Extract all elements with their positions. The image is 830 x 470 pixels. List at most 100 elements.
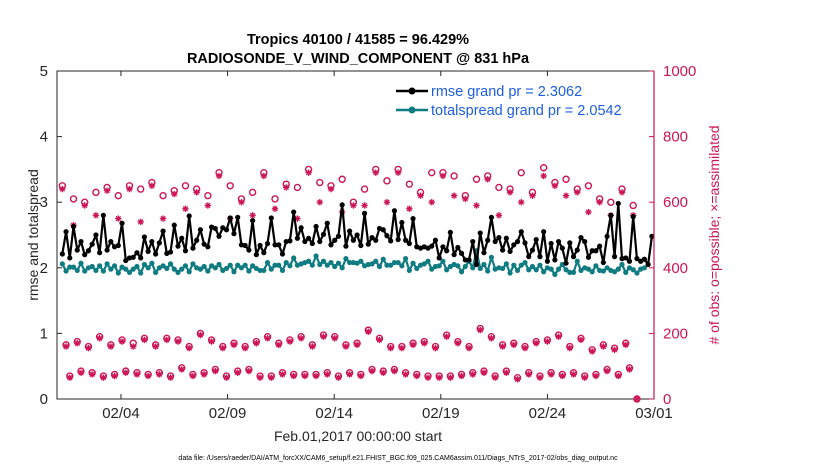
obs-possible-point [204,191,212,200]
chart-title-line1: Tropics 40100 / 41585 = 96.429% [247,32,469,48]
spread-point [145,265,151,271]
obs-assimilated-point [398,344,406,352]
obs-assimilated-point [305,169,312,176]
spread-point [227,262,233,268]
x-tick-label: 02/09 [209,405,247,422]
obs-assimilated-point [529,192,536,199]
spread-point [518,262,524,268]
obs-assimilated-point [156,371,163,378]
obs-assimilated-point [342,343,350,350]
x-tick-label: 02/19 [422,405,460,422]
obs-assimilated-point [96,335,103,342]
obs-assimilated-point [521,344,529,352]
spread-point [358,258,364,264]
obs-assimilated-point [387,344,394,352]
obs-possible-point [472,175,481,183]
obs-possible-point [607,198,615,206]
rmse-point [440,244,446,250]
spread-point [604,265,610,271]
spread-point [388,262,394,268]
obs-assimilated-point [312,372,320,380]
obs-assimilated-point [301,372,309,380]
spread-point [276,262,282,268]
spread-point [611,269,618,275]
spread-point [74,267,80,274]
spread-point [384,262,390,268]
spread-point [138,270,144,276]
obs-assimilated-point [454,340,462,347]
rmse-point [246,247,252,253]
legend-spread-label: totalspread grand pr = 2.0542 [431,103,622,119]
obs-assimilated-point [365,328,372,335]
rmse-point [291,209,297,215]
spread-point [182,263,189,269]
spread-point [589,269,595,275]
obs-assimilated-point [212,367,219,375]
spread-point [283,259,289,266]
rmse-point [634,256,640,262]
spread-point [201,263,207,270]
spread-point [216,261,222,268]
spread-point [332,263,338,270]
spread-point [93,267,99,274]
spread-point [279,267,286,274]
obs-assimilated-point [421,340,428,347]
obs-assimilated-point [488,335,495,342]
obs-possible-point [562,175,570,183]
rmse-point [108,238,114,245]
obs-assimilated-point [256,374,264,381]
rmse-point [123,257,129,264]
spread-point [190,261,196,267]
rmse-point [511,242,517,248]
spread-point [246,268,252,274]
rmse-point [373,237,379,243]
rmse-point [503,235,509,241]
rmse-point [615,200,621,207]
spread-point [89,263,95,270]
obs-assimilated-point [283,184,290,191]
spread-point [123,266,129,272]
rmse-point [149,238,155,245]
rmse-point [444,248,450,254]
rmse-point [257,242,263,249]
spread-point [339,265,345,271]
rmse-point [272,242,278,248]
obs-assimilated-point [141,336,148,344]
rmse-point [488,214,495,220]
spread-point [593,263,599,269]
obs-assimilated-point [264,335,271,342]
obs-assimilated-point [88,371,96,378]
obs-assimilated-point [297,335,305,342]
obs-assimilated-point [163,336,171,344]
obs-assimilated-point [126,185,133,193]
obs-assimilated-point [223,374,230,381]
spread-point [335,260,342,266]
obs-assimilated-point [394,169,402,176]
rmse-point [119,220,125,226]
obs-assimilated-point [577,336,585,344]
obs-assimilated-point [335,374,342,381]
obs-possible-point [92,188,100,197]
spread-point [470,265,476,271]
spread-point [410,260,416,266]
rmse-point [354,232,360,238]
obs-assimilated-point [469,371,476,378]
rmse-point [623,255,629,261]
spread-point [130,266,136,272]
obs-assimilated-point [439,172,447,180]
rmse-point [399,219,405,226]
obs-assimilated-point [443,333,450,340]
obs-assimilated-point [372,169,379,176]
rmse-point [485,237,491,243]
obs-assimilated-point [309,343,316,350]
obs-possible-point [428,168,436,177]
obs-assimilated-point [600,343,607,350]
rmse-point [332,237,338,243]
y-right-tick-label: 600 [663,194,688,211]
rmse-point [604,233,610,239]
spread-point [324,262,330,268]
spread-point [563,267,569,273]
rmse-point [190,245,196,251]
obs-assimilated-point [506,189,514,196]
rmse-point [261,250,267,256]
